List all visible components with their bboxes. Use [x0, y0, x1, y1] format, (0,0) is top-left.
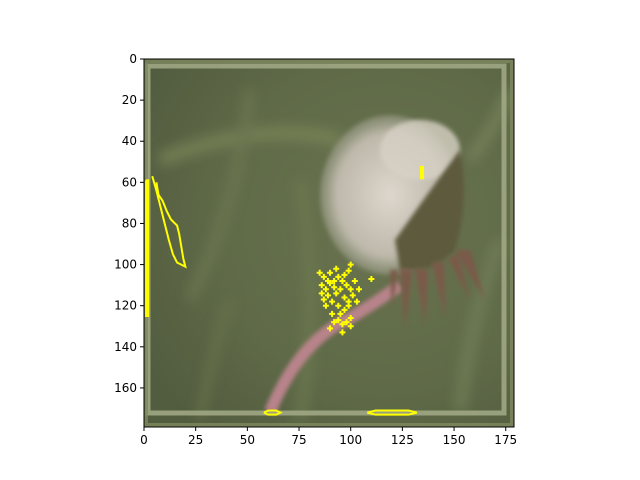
- keypoint-marker: [322, 286, 329, 293]
- y-axis-ticks: 0 20 40 60 80 100 120 140 160: [114, 52, 144, 395]
- x-tick-label: 75: [291, 433, 306, 447]
- keypoint-marker: [327, 269, 334, 276]
- keypoint-marker: [341, 294, 348, 301]
- x-tick-label: 50: [240, 433, 255, 447]
- keypoint-marker: [329, 298, 336, 305]
- x-tick-label: 125: [391, 433, 414, 447]
- keypoint-marker: [320, 296, 327, 303]
- keypoint-marker: [339, 329, 346, 336]
- keypoint-marker: [316, 269, 323, 276]
- y-tick-label: 100: [114, 258, 137, 272]
- keypoint-marker: [341, 306, 348, 313]
- yellow-overlay: [145, 165, 425, 416]
- x-tick-label: 0: [140, 433, 148, 447]
- left-edge-contour: [145, 179, 150, 317]
- keypoint-marker: [331, 319, 338, 326]
- keypoint-marker: [337, 310, 344, 317]
- keypoint-marker: [322, 302, 329, 309]
- y-tick-label: 140: [114, 340, 137, 354]
- left-leaf-contour: [151, 175, 187, 269]
- bottom-left-contour: [263, 409, 283, 416]
- keypoint-marker: [331, 284, 338, 291]
- keypoint-marker: [355, 286, 362, 293]
- keypoint-marker: [347, 323, 354, 330]
- photo: [144, 59, 514, 427]
- keypoint-marker: [335, 302, 342, 309]
- keypoint-marker: [333, 265, 340, 272]
- keypoint-marker: [353, 298, 360, 305]
- y-tick-label: 40: [122, 134, 137, 148]
- x-tick-label: 175: [494, 433, 517, 447]
- right-top-contour: [419, 165, 425, 180]
- keypoint-marker: [320, 273, 327, 280]
- keypoint-marker: [349, 292, 356, 299]
- keypoint-marker: [351, 278, 358, 285]
- y-tick-label: 0: [129, 52, 137, 66]
- bottom-right-contour: [366, 409, 418, 416]
- keypoint-marker: [347, 286, 354, 293]
- y-tick-label: 120: [114, 299, 137, 313]
- keypoint-marker: [339, 278, 346, 285]
- x-tick-label: 100: [339, 433, 362, 447]
- x-tick-label: 150: [443, 433, 466, 447]
- y-tick-label: 20: [122, 93, 137, 107]
- keypoint-marker: [341, 271, 348, 278]
- x-tick-label: 25: [188, 433, 203, 447]
- keypoint-marker: [324, 278, 331, 285]
- keypoint-marker: [318, 282, 325, 289]
- y-tick-label: 80: [122, 216, 137, 230]
- axes-frame: [143, 58, 515, 428]
- x-axis-ticks: 0 25 50 75 100 125 150 175: [140, 427, 517, 447]
- keypoint-marker: [335, 273, 342, 280]
- keypoint-marker: [324, 292, 331, 299]
- keypoint-marker: [368, 275, 375, 282]
- keypoint-marker: [333, 290, 340, 297]
- keypoint-marker: [339, 321, 346, 328]
- keypoint-marker: [343, 319, 350, 326]
- keypoint-marker: [337, 286, 344, 293]
- keypoint-marker: [335, 317, 342, 324]
- y-tick-label: 160: [114, 381, 137, 395]
- keypoint-marker: [331, 278, 338, 285]
- keypoint-marker: [318, 290, 325, 297]
- keypoint-marker: [345, 267, 352, 274]
- y-tick-label: 60: [122, 175, 137, 189]
- keypoint-marker: [327, 325, 334, 332]
- keypoint-marker: [343, 282, 350, 289]
- keypoint-marker: [347, 315, 354, 322]
- keypoint-marker: [329, 310, 336, 317]
- keypoint-marker: [345, 298, 352, 305]
- keypoint-marker: [347, 261, 354, 268]
